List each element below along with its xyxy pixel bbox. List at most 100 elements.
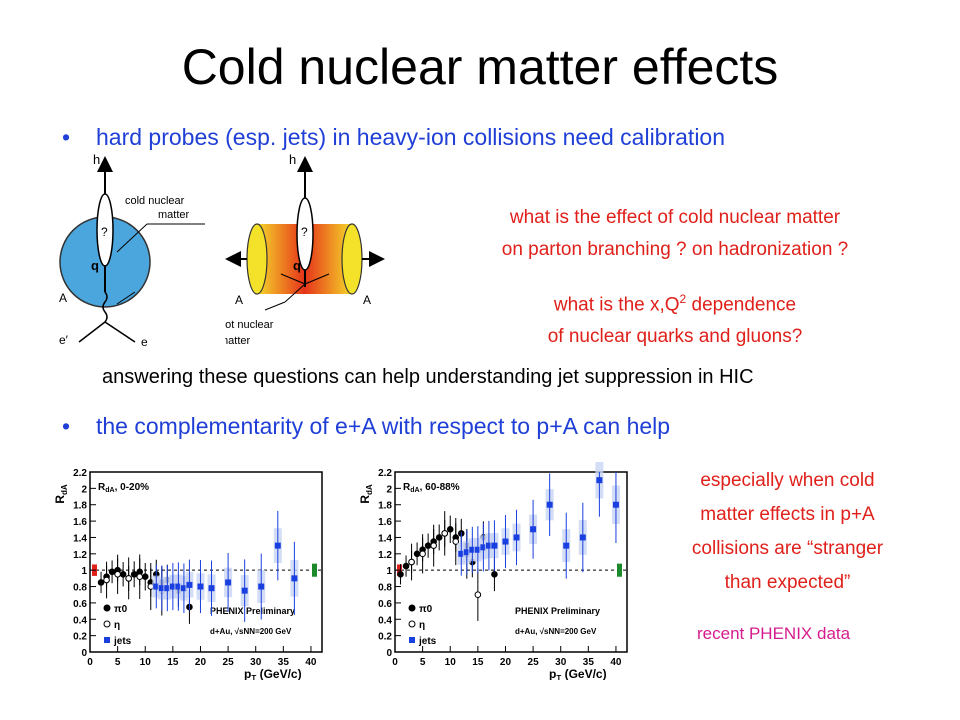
- note-line: collisions are “stranger: [691, 538, 884, 559]
- data-point-π0: [397, 570, 404, 578]
- legend-marker: [104, 637, 110, 643]
- svg-text:?: ?: [101, 225, 108, 239]
- x-tick-label: 5: [420, 657, 426, 668]
- question-line: what is the x,Q2 dependence: [553, 292, 797, 316]
- data-point-η: [408, 558, 415, 566]
- data-point-jets: [208, 585, 215, 592]
- data-point-jets: [458, 550, 465, 557]
- data-point-jets: [225, 579, 232, 586]
- data-point-π0: [413, 550, 421, 558]
- svg-text:h: h: [289, 152, 296, 167]
- data-point-jets: [175, 583, 182, 590]
- y-tick-label: 0.2: [73, 632, 87, 643]
- y-tick-label: 1: [386, 566, 392, 577]
- data-point-jets: [463, 549, 470, 556]
- data-point-jets: [546, 501, 553, 508]
- data-point-π0: [141, 573, 149, 581]
- svg-text:e: e: [141, 335, 148, 349]
- x-tick-label: 0: [392, 657, 398, 668]
- chart-rda-central: 0 0.2 0.4 0.6 0.8 1 1.2 1.4 1.6 1.8 2 2.2 0 5 10 15 20 25…: [53, 468, 323, 680]
- svg-text:A: A: [235, 293, 243, 307]
- legend-label: jets: [418, 636, 437, 647]
- data-point-jets: [513, 534, 520, 541]
- bullet-complementarity: • the complementarity of e+A with respect…: [62, 413, 670, 440]
- x-tick-label: 10: [140, 657, 152, 668]
- legend-label: η: [419, 620, 425, 631]
- data-point-jets: [153, 583, 160, 590]
- y-tick-label: 0.8: [378, 583, 392, 594]
- x-tick-label: 30: [250, 657, 262, 668]
- y-tick-label: 0: [81, 648, 87, 659]
- note-line: than expected”: [724, 572, 851, 593]
- x-tick-label: 20: [500, 657, 512, 668]
- x-axis-label: pT (GeV/c): [549, 667, 607, 680]
- data-point-jets: [563, 542, 570, 549]
- note-line: matter effects in p+A: [700, 504, 875, 525]
- x-tick-label: 10: [445, 657, 457, 668]
- y-tick-label: 1.2: [378, 550, 392, 561]
- data-point-η: [430, 542, 437, 549]
- slide-title: Cold nuclear matter effects: [181, 39, 779, 95]
- x-tick-label: 35: [278, 657, 290, 668]
- y-tick-label: 1.6: [73, 517, 87, 528]
- data-point-η: [114, 570, 121, 578]
- x-tick-label: 20: [195, 657, 207, 668]
- data-point-jets: [274, 542, 281, 549]
- x-tick-label: 35: [583, 657, 595, 668]
- norm-box: [312, 563, 317, 577]
- data-point-η: [136, 573, 144, 581]
- x-axis-label: pT (GeV/c): [244, 667, 302, 680]
- svg-text:h: h: [93, 152, 100, 167]
- data-point-π0: [424, 542, 432, 549]
- y-tick-label: 1.8: [73, 501, 87, 512]
- data-point-jets: [596, 477, 603, 484]
- y-tick-label: 0.8: [73, 583, 87, 594]
- data-point-η: [125, 575, 132, 582]
- y-axis-label: RdA: [358, 484, 374, 504]
- data-point-η: [441, 530, 449, 537]
- x-tick-label: 15: [167, 657, 179, 668]
- legend-label: jets: [113, 636, 132, 647]
- data-point-jets: [491, 542, 498, 549]
- norm-box: [617, 563, 622, 577]
- data-point-jets: [180, 585, 187, 592]
- answer-line: answering these questions can help under…: [102, 366, 754, 388]
- legend-label: η: [114, 620, 120, 631]
- y-tick-label: 2: [81, 484, 87, 495]
- diagram-AA: ? q h A A hot nuclear matter: [225, 152, 385, 347]
- note-line: especially when cold: [700, 470, 875, 491]
- data-point-jets: [197, 583, 204, 590]
- plot-frame: [89, 471, 323, 653]
- legend-marker: [103, 620, 111, 628]
- note-stranger: especially when cold matter effects in p…: [655, 464, 920, 600]
- y-tick-label: 0: [386, 648, 392, 659]
- data-point-π0: [491, 570, 498, 578]
- y-tick-label: 0.4: [378, 615, 392, 626]
- data-point-π0: [446, 525, 454, 533]
- preliminary-label: PHENIX Preliminary: [210, 606, 295, 616]
- data-point-jets: [291, 575, 298, 582]
- svg-text:cold nuclear: cold nuclear: [125, 195, 185, 207]
- legend-marker: [408, 604, 416, 612]
- y-tick-label: 1.4: [73, 533, 87, 544]
- y-tick-label: 1.2: [73, 550, 87, 561]
- svg-text:hot nuclear: hot nuclear: [225, 319, 274, 331]
- y-tick-label: 0.2: [378, 632, 392, 643]
- legend-label: π0: [114, 604, 128, 615]
- x-tick-label: 40: [305, 657, 317, 668]
- data-point-η: [452, 538, 460, 545]
- svg-text:q: q: [91, 258, 99, 273]
- svg-text:matter: matter: [158, 209, 190, 221]
- x-tick-label: 0: [87, 657, 93, 668]
- nucleus-left-ellipse: [246, 223, 268, 295]
- system-label: d+Au, √sNN=200 GeV: [515, 627, 597, 636]
- svg-text:e′: e′: [59, 333, 69, 347]
- bullet-text: hard probes (esp. jets) in heavy-ion col…: [96, 124, 726, 150]
- question-line: of nuclear quarks and gluons?: [547, 326, 803, 348]
- svg-text:q: q: [293, 258, 301, 273]
- legend-marker: [409, 637, 415, 643]
- bullet-marker: •: [62, 413, 71, 439]
- data-point-jets: [530, 526, 537, 533]
- y-axis-label: RdA: [53, 484, 69, 504]
- y-tick-label: 1: [81, 566, 87, 577]
